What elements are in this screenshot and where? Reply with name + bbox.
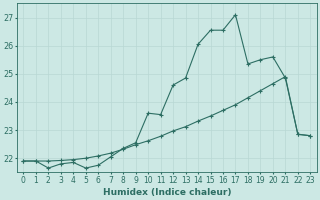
X-axis label: Humidex (Indice chaleur): Humidex (Indice chaleur) xyxy=(103,188,231,197)
